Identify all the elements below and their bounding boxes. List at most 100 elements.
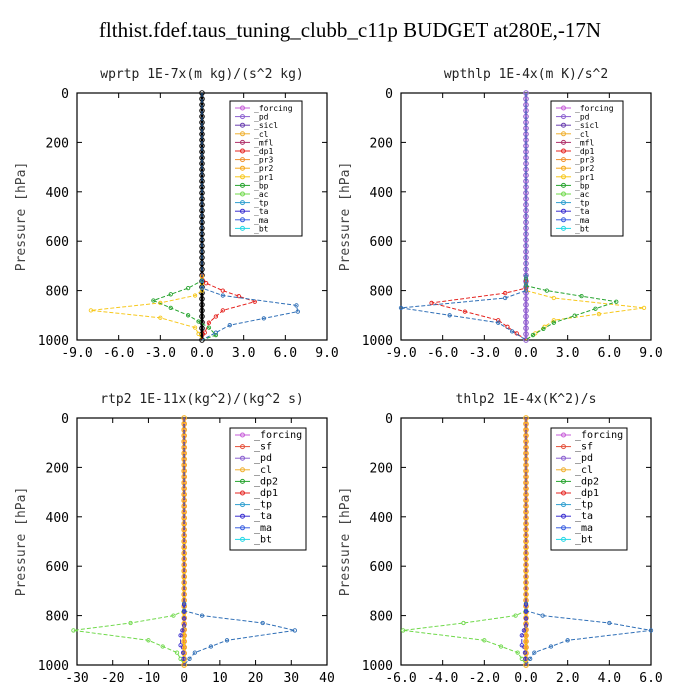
legend-swatch-marker	[561, 467, 566, 473]
legend-swatch-marker	[240, 139, 245, 145]
series-marker	[607, 620, 612, 626]
series-marker	[213, 330, 219, 335]
legend-entry: _pr2	[575, 164, 594, 173]
legend-swatch-marker	[561, 114, 566, 120]
series-marker	[515, 650, 520, 655]
legend-swatch-marker	[240, 525, 245, 531]
series-marker	[496, 318, 501, 323]
series-marker	[522, 650, 528, 655]
series-marker	[180, 628, 185, 633]
legend-entry: _ac	[254, 190, 269, 199]
series-marker	[461, 620, 466, 626]
series-marker	[192, 325, 198, 330]
legend-swatch-marker	[561, 208, 566, 214]
x-tick-label: 20	[248, 671, 264, 686]
series-marker	[178, 633, 183, 638]
x-tick-label: -3.0	[145, 346, 176, 361]
series-marker	[509, 329, 515, 334]
series-marker	[199, 613, 205, 618]
legend-swatch-marker	[561, 131, 566, 137]
legend-entry: _pr3	[575, 156, 594, 165]
legend-entry: _sicl	[575, 121, 599, 130]
series-marker	[88, 308, 94, 313]
series-marker	[498, 644, 504, 649]
legend-swatch-marker	[561, 455, 566, 461]
series-marker	[192, 650, 198, 655]
legend-swatch-marker	[240, 490, 245, 496]
series-marker	[199, 307, 205, 314]
series-marker	[523, 656, 528, 661]
legend-swatch-marker	[561, 432, 566, 438]
legend-entry: _pr2	[254, 164, 273, 173]
y-tick-label: 600	[46, 235, 69, 250]
series-marker	[523, 638, 529, 645]
series-marker	[181, 656, 186, 661]
series-marker	[551, 318, 556, 323]
y-tick-label: 400	[370, 186, 393, 201]
series-marker	[260, 620, 265, 626]
legend-entry: _mfl	[254, 138, 273, 147]
y-tick-label: 0	[385, 87, 393, 102]
x-tick-label: 3.0	[232, 346, 255, 361]
series-marker	[523, 307, 529, 314]
legend-entry: _pr1	[254, 173, 273, 182]
y-tick-label: 800	[46, 610, 69, 625]
legend-entry: _ma	[254, 216, 269, 225]
series-marker	[199, 284, 205, 290]
legend-swatch-marker	[561, 191, 566, 197]
y-tick-label: 200	[370, 136, 393, 151]
legend-entry: _pr1	[575, 173, 594, 182]
legend-entry: _tp	[254, 500, 272, 511]
series-line-tp	[201, 93, 299, 341]
series-marker	[541, 326, 546, 332]
series-marker	[579, 294, 584, 299]
legend-entry: _bp	[254, 181, 269, 190]
series-marker	[523, 284, 529, 290]
legend-swatch-marker	[561, 200, 566, 206]
chart-title: wprtp 1E-7x(m kg)/(s^2 kg)	[100, 67, 304, 82]
legend-swatch-marker	[240, 165, 245, 171]
y-tick-label: 1000	[362, 659, 393, 674]
series-marker	[523, 616, 529, 621]
series-marker	[523, 331, 529, 337]
legend-entry: _bt	[575, 224, 590, 233]
legend-swatch-marker	[240, 478, 245, 484]
series-line-bp	[152, 93, 217, 341]
series-line-pr1	[90, 93, 203, 341]
legend-swatch-marker	[240, 217, 245, 223]
series-marker	[181, 603, 187, 609]
series-marker	[180, 650, 186, 655]
y-tick-label: 200	[46, 461, 69, 476]
series-marker	[400, 628, 406, 633]
y-tick-label: 800	[370, 285, 393, 300]
legend-swatch-marker	[561, 513, 566, 519]
series-marker	[523, 337, 529, 343]
legend-swatch-marker	[240, 182, 245, 188]
x-tick-label: 0.0	[514, 346, 537, 361]
series-marker	[482, 638, 487, 643]
series-marker	[196, 319, 201, 324]
x-tick-label: -6.0	[103, 346, 134, 361]
series-line-dp1	[201, 93, 257, 341]
series-marker	[521, 628, 527, 633]
series-marker	[294, 303, 299, 308]
legend-swatch-marker	[561, 174, 566, 180]
series-marker	[523, 281, 529, 286]
y-tick-label: 800	[46, 285, 69, 300]
legend-entry: _bp	[575, 181, 590, 190]
series-marker	[181, 662, 187, 668]
legend-swatch-marker	[240, 200, 245, 206]
series-line-dp1	[73, 418, 185, 666]
series-marker	[128, 620, 133, 626]
series-marker	[185, 313, 191, 318]
chart-panel-1: wprtp 1E-7x(m kg)/(s^2 kg) Pressure [hPa]…	[14, 67, 339, 361]
series-marker	[71, 628, 76, 633]
series-marker	[220, 288, 225, 293]
series-marker	[295, 309, 300, 314]
series-marker	[523, 602, 529, 607]
series-marker	[523, 290, 529, 296]
chart-title: rtp2 1E-11x(kg^2)/(kg^2 s)	[100, 392, 304, 407]
x-tick-label: 10	[212, 671, 228, 686]
series-marker	[181, 623, 187, 628]
